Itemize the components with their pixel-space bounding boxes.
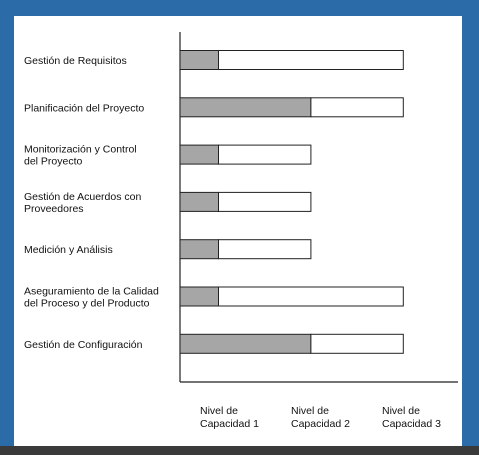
category-label-line: Aseguramiento de la Calidad <box>24 286 159 298</box>
bar-filled-6 <box>179 333 312 354</box>
category-label-line: del Proyecto <box>24 156 83 168</box>
x-tick-label-line: Nivel de <box>200 405 238 417</box>
category-label-line: Proveedores <box>24 203 84 215</box>
x-tick-label-line: Nivel de <box>382 405 420 417</box>
x-tick-label-line: Capacidad 2 <box>291 418 350 430</box>
category-label-line: Gestión de Configuración <box>24 339 143 351</box>
bar-filled-4 <box>179 239 219 260</box>
x-tick-label-line: Capacidad 1 <box>200 418 259 430</box>
category-label-6: Gestión de Configuración <box>24 339 143 351</box>
category-label-line: Planificación del Proyecto <box>24 102 144 114</box>
category-label-3: Gestión de Acuerdos con Proveedores <box>24 191 141 215</box>
category-label-line: Medición y Análisis <box>24 244 113 256</box>
bar-remaining-6 <box>310 333 404 354</box>
bar-remaining-5 <box>218 286 404 307</box>
category-label-line: Gestión de Requisitos <box>24 55 127 67</box>
capability-level-chart: Gestión de Requisitos Planificación del P… <box>24 32 458 430</box>
x-tick-label-1: Nivel de Capacidad 1 <box>200 405 259 430</box>
bar-remaining-2 <box>218 144 312 165</box>
category-label-line: del Proceso y del Producto <box>24 298 150 310</box>
bar-remaining-4 <box>218 239 312 260</box>
bar-filled-0 <box>179 50 219 70</box>
category-label-5: Aseguramiento de la Calidad del Proceso y… <box>24 286 159 310</box>
chart-panel: Gestión de Requisitos Planificación del P… <box>14 16 462 446</box>
x-tick-label-line: Nivel de <box>291 405 329 417</box>
category-label-1: Planificación del Proyecto <box>24 102 144 114</box>
bar-remaining-3 <box>218 191 312 212</box>
category-label-line: Gestión de Acuerdos con <box>24 191 141 203</box>
x-tick-label-2: Nivel de Capacidad 2 <box>291 405 350 430</box>
x-tick-label-3: Nivel de Capacidad 3 <box>382 405 441 430</box>
bar-remaining-1 <box>310 97 404 118</box>
category-label-line: Monitorización y Control <box>24 144 137 156</box>
bar-filled-2 <box>179 144 219 165</box>
bar-filled-5 <box>179 286 219 307</box>
category-label-4: Medición y Análisis <box>24 244 113 256</box>
bar-remaining-0 <box>218 50 404 70</box>
category-label-0: Gestión de Requisitos <box>24 55 127 67</box>
category-label-2: Monitorización y Control del Proyecto <box>24 144 137 168</box>
x-tick-label-line: Capacidad 3 <box>382 418 441 430</box>
bottom-strip <box>0 446 479 455</box>
bar-filled-1 <box>179 97 312 118</box>
bar-filled-3 <box>179 191 219 212</box>
